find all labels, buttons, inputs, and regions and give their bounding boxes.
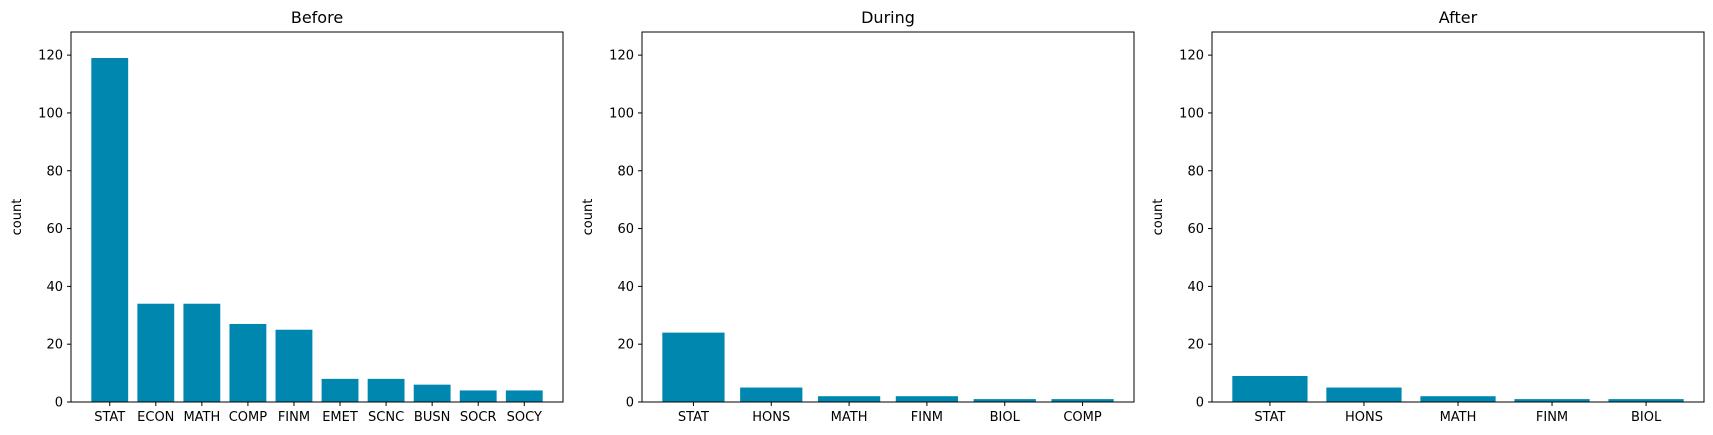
chart-title: After [1439, 8, 1478, 27]
y-tick-label: 60 [1187, 222, 1204, 237]
x-tick-label: ECON [137, 410, 174, 425]
bar-math [183, 303, 221, 402]
plot-frame [641, 31, 1135, 403]
y-tick-label: 80 [1187, 164, 1204, 179]
y-tick-label: 40 [46, 280, 63, 295]
bar-math [817, 396, 881, 402]
y-tick-label: 120 [1179, 49, 1204, 64]
y-tick-label: 100 [1179, 106, 1204, 121]
y-tick-label: 120 [38, 49, 63, 64]
x-tick-label: MATH [1440, 410, 1477, 425]
y-tick-label: 0 [55, 396, 63, 411]
y-tick-label: 60 [617, 222, 634, 237]
y-tick-label: 0 [626, 396, 634, 411]
x-tick-label: BIOL [1631, 410, 1662, 425]
y-tick-label: 100 [38, 106, 63, 121]
y-tick-label: 20 [1187, 338, 1204, 353]
x-tick-label: COMP [1063, 410, 1102, 425]
y-axis-label: count [1151, 199, 1166, 236]
bar-finm [1514, 399, 1590, 402]
y-tick-label: 60 [46, 222, 63, 237]
bar-busn [413, 384, 451, 402]
y-tick-label: 80 [46, 164, 63, 179]
x-tick-label: SOCR [460, 410, 497, 425]
bar-stat [1232, 375, 1308, 402]
bar-stat [91, 58, 129, 402]
plot-frame [1211, 31, 1705, 403]
bar-biol [973, 399, 1036, 402]
bar-econ [137, 303, 175, 402]
x-tick-label: SCNC [368, 410, 404, 425]
x-tick-label: STAT [1254, 410, 1285, 425]
panel-after: After count 0 20 40 60 80 100 120 STAT HONS MATH FIN… [1151, 8, 1705, 425]
y-tick-label: 80 [617, 164, 634, 179]
x-tick-label: COMP [229, 410, 268, 425]
panel-before: Before count 0 20 40 60 80 100 120 STAT ECON MATH CO… [10, 8, 564, 425]
x-tick-label: EMET [322, 410, 358, 425]
x-tick-label: MATH [831, 410, 868, 425]
bar-stat [662, 332, 725, 402]
bar-comp [229, 323, 267, 402]
x-tick-label: SOCY [507, 410, 542, 425]
panel-during: During count 0 20 40 60 80 100 120 STAT HONS MATH FI… [581, 8, 1135, 425]
bar-socy [505, 390, 543, 402]
x-tick-label: FINM [911, 410, 943, 425]
y-axis-label: count [581, 199, 596, 236]
bar-comp [1051, 399, 1114, 402]
bar-finm [275, 329, 313, 402]
bar-math [1420, 396, 1496, 402]
y-tick-label: 0 [1196, 396, 1204, 411]
y-tick-label: 20 [617, 338, 634, 353]
bar-scnc [367, 378, 405, 402]
y-tick-label: 100 [609, 106, 634, 121]
x-tick-label: HONS [752, 410, 790, 425]
y-tick-label: 20 [46, 338, 63, 353]
x-tick-label: HONS [1345, 410, 1383, 425]
x-tick-label: STAT [94, 410, 125, 425]
x-tick-label: FINM [278, 410, 310, 425]
y-tick-label: 120 [609, 49, 634, 64]
bar-emet [321, 378, 359, 402]
x-tick-label: BUSN [414, 410, 450, 425]
bar-hons [740, 387, 803, 402]
x-tick-label: STAT [678, 410, 709, 425]
bar-finm [895, 396, 959, 402]
x-tick-label: MATH [183, 410, 220, 425]
plot-frame [70, 31, 564, 403]
y-axis-label: count [10, 199, 25, 236]
bar-biol [1608, 399, 1684, 402]
bar-hons [1326, 387, 1402, 402]
chart-title: During [861, 8, 915, 27]
x-tick-label: BIOL [990, 410, 1021, 425]
bar-socr [459, 390, 497, 402]
x-tick-label: FINM [1536, 410, 1568, 425]
y-tick-label: 40 [617, 280, 634, 295]
chart-title: Before [291, 8, 343, 27]
y-tick-label: 40 [1187, 280, 1204, 295]
